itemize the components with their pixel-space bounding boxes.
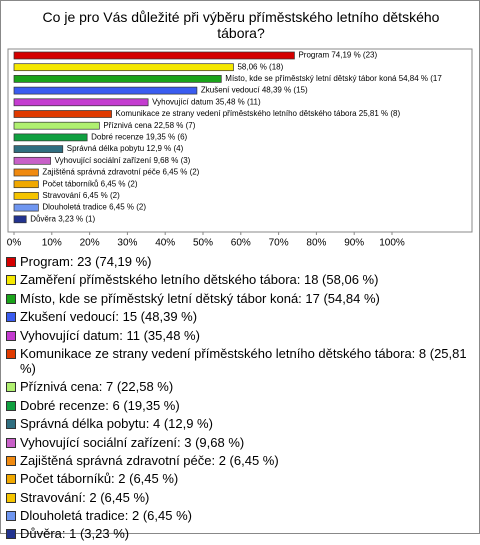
data-label: Místo, kde se příměstský letní dětský tá… — [225, 74, 442, 83]
bar — [13, 203, 39, 212]
legend-label: Počet táborníků: 2 (6,45 %) — [20, 471, 179, 487]
bar — [13, 168, 39, 177]
x-tick-label: 0% — [7, 238, 22, 249]
bar — [13, 51, 295, 60]
x-tick-label: 50% — [193, 238, 213, 249]
bar — [13, 215, 27, 224]
legend-label: Příznivá cena: 7 (22,58 %) — [20, 379, 174, 395]
legend-swatch — [6, 511, 16, 522]
legend-label: Stravování: 2 (6,45 %) — [20, 489, 150, 505]
data-label: Důvěra 3,23 % (1) — [30, 214, 95, 223]
bar — [13, 98, 149, 107]
legend-label: Správná délka pobytu: 4 (12,9 %) — [20, 416, 213, 432]
legend-item: Program: 23 (74,19 %) — [6, 254, 474, 269]
legend-item: Komunikace ze strany vedení příměstského… — [6, 346, 474, 376]
bar — [13, 63, 234, 72]
x-tick-label: 10% — [42, 238, 62, 249]
legend-label: Místo, kde se příměstský letní dětský tá… — [20, 290, 380, 306]
legend-swatch — [6, 257, 16, 267]
data-label: Stravování 6,45 % (2) — [42, 191, 120, 200]
bar — [13, 156, 51, 165]
legend-label: Program: 23 (74,19 %) — [20, 254, 152, 269]
bar — [13, 86, 198, 95]
legend-item: Správná délka pobytu: 4 (12,9 %) — [6, 416, 474, 431]
legend-item: Vyhovující datum: 11 (35,48 %) — [6, 328, 474, 343]
data-label: Zkušení vedoucí 48,39 % (15) — [201, 86, 308, 95]
legend-swatch — [6, 330, 16, 341]
legend-item: Počet táborníků: 2 (6,45 %) — [6, 471, 474, 486]
x-tick-label: 70% — [269, 238, 289, 249]
legend-swatch — [6, 455, 16, 466]
legend-label: Dobré recenze: 6 (19,35 %) — [20, 397, 180, 413]
data-label: Příznivá cena 22,58 % (7) — [103, 121, 195, 130]
data-label: Vyhovující sociální zařízení 9,68 % (3) — [55, 156, 191, 165]
data-label: Komunikace ze strany vedení příměstského… — [116, 109, 401, 118]
data-label: Dlouholetá tradice 6,45 % (2) — [42, 203, 146, 212]
legend-item: Dlouholetá tradice: 2 (6,45 %) — [6, 508, 474, 523]
legend-swatch — [6, 275, 16, 286]
x-tick-label: 20% — [80, 238, 100, 249]
data-label: Program 74,19 % (23) — [298, 51, 377, 60]
legend-item: Zkušení vedoucí: 15 (48,39 %) — [6, 309, 474, 324]
legend-item: Vyhovující sociální zařízení: 3 (9,68 %) — [6, 435, 474, 450]
bar — [13, 110, 112, 118]
legend-swatch — [6, 400, 16, 411]
x-tick-label: 90% — [344, 238, 364, 249]
x-tick-label: 60% — [231, 238, 251, 249]
legend-swatch — [6, 312, 16, 323]
legend-label: Komunikace ze strany vedení příměstského… — [20, 345, 467, 376]
legend-swatch — [6, 382, 16, 393]
data-label: Správná délka pobytu 12,9 % (4) — [67, 144, 184, 153]
legend-item: Dobré recenze: 6 (19,35 %) — [6, 398, 474, 413]
bar — [13, 133, 88, 142]
data-label: Počet táborníků 6,45 % (2) — [42, 179, 138, 188]
legend-swatch — [6, 348, 16, 359]
chart-title: Co je pro Vás důležité při výběru příměs… — [42, 9, 440, 41]
x-tick-label: 40% — [155, 238, 175, 249]
x-tick-label: 80% — [306, 238, 326, 249]
legend-label: Vyhovující sociální zařízení: 3 (9,68 %) — [20, 434, 245, 450]
chart: Program 74,19 % (23) 58,06 % (18) Místo, k… — [7, 48, 473, 249]
bar — [13, 180, 39, 189]
legend-swatch — [6, 293, 16, 304]
legend-item: Příznivá cena: 7 (22,58 %) — [6, 379, 474, 394]
data-label: Vyhovující datum 35,48 % (11) — [152, 97, 261, 106]
legend-label: Dlouholetá tradice: 2 (6,45 %) — [20, 508, 192, 524]
legend-swatch — [6, 529, 16, 540]
bar — [13, 145, 64, 153]
bar — [13, 75, 222, 83]
legend-label: Vyhovující datum: 11 (35,48 %) — [20, 327, 200, 343]
bar — [13, 192, 39, 200]
legend-swatch — [6, 492, 16, 503]
legend-item: Zaměření příměstského letního dětského t… — [6, 272, 474, 287]
legend-item: Zajištěná správná zdravotní péče: 2 (6,4… — [6, 453, 474, 468]
legend-label: Zaměření příměstského letního dětského t… — [20, 272, 379, 288]
bars: Program 74,19 % (23) 58,06 % (18) Místo, k… — [13, 51, 442, 224]
legend-item: Místo, kde se příměstský letní dětský tá… — [6, 291, 474, 306]
data-label: Dobré recenze 19,35 % (6) — [91, 133, 187, 142]
x-tick-label: 30% — [117, 238, 137, 249]
legend-swatch — [6, 474, 16, 485]
data-label: Zajištěná správná zdravotní péče 6,45 % … — [42, 168, 199, 177]
legend-label: Zkušení vedoucí: 15 (48,39 %) — [20, 309, 198, 325]
legend-swatch — [6, 419, 16, 430]
legend-label: Zajištěná správná zdravotní péče: 2 (6,4… — [20, 452, 279, 468]
legend-item: Stravování: 2 (6,45 %) — [6, 490, 474, 505]
data-label: 58,06 % (18) — [237, 62, 283, 71]
bar — [13, 121, 100, 130]
x-tick-label: 100% — [379, 238, 405, 249]
legend: Program: 23 (74,19 %) Zaměření příměstské… — [6, 254, 474, 545]
legend-swatch — [6, 437, 16, 448]
